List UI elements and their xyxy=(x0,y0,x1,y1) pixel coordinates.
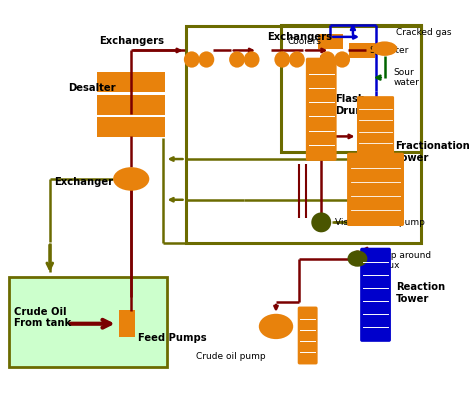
Text: Crude Oil
From tank: Crude Oil From tank xyxy=(14,307,71,328)
Ellipse shape xyxy=(259,314,293,339)
Text: Crude oil pump: Crude oil pump xyxy=(196,352,265,361)
Bar xyxy=(349,43,374,58)
Ellipse shape xyxy=(274,51,290,68)
Bar xyxy=(281,25,421,152)
Ellipse shape xyxy=(347,250,367,267)
Text: Pump around
Reflux: Pump around Reflux xyxy=(371,251,431,270)
Bar xyxy=(97,72,165,92)
Ellipse shape xyxy=(244,51,260,68)
Ellipse shape xyxy=(334,51,350,68)
Text: Exchangers: Exchangers xyxy=(100,36,164,46)
Ellipse shape xyxy=(311,213,331,232)
Text: Exchanger: Exchanger xyxy=(55,177,113,187)
Bar xyxy=(318,34,343,49)
FancyBboxPatch shape xyxy=(306,58,337,161)
Text: Flash
Drum: Flash Drum xyxy=(335,94,365,116)
FancyBboxPatch shape xyxy=(360,248,391,342)
Bar xyxy=(185,26,421,243)
Ellipse shape xyxy=(319,51,336,68)
Bar xyxy=(9,276,167,367)
Text: Exchangers: Exchangers xyxy=(267,32,332,42)
Text: Sour
water: Sour water xyxy=(393,68,419,87)
Text: Cracked gas: Cracked gas xyxy=(396,28,452,37)
Text: Feed Pumps: Feed Pumps xyxy=(137,333,206,343)
Text: Desalter: Desalter xyxy=(68,83,116,94)
Ellipse shape xyxy=(184,51,200,68)
Ellipse shape xyxy=(113,167,149,191)
Text: Sperater: Sperater xyxy=(369,46,409,55)
Ellipse shape xyxy=(372,41,397,56)
Bar xyxy=(97,117,165,137)
Ellipse shape xyxy=(229,51,245,68)
Ellipse shape xyxy=(199,51,214,68)
Text: Reaction
Tower: Reaction Tower xyxy=(396,282,446,304)
Text: Vis-broken oil pump: Vis-broken oil pump xyxy=(335,218,425,227)
Bar xyxy=(118,310,135,337)
FancyBboxPatch shape xyxy=(298,307,318,365)
Bar xyxy=(97,95,165,115)
FancyBboxPatch shape xyxy=(347,153,404,226)
FancyBboxPatch shape xyxy=(357,96,394,156)
Ellipse shape xyxy=(289,51,305,68)
Text: Coolers: Coolers xyxy=(288,37,322,46)
Text: Fractionation
Tower: Fractionation Tower xyxy=(395,141,470,163)
